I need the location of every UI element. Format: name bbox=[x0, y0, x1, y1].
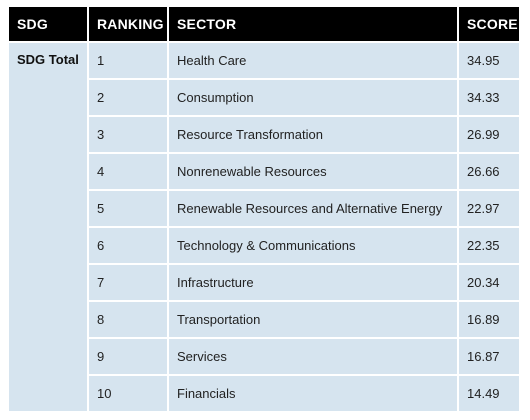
score-cell: 20.34 bbox=[458, 264, 519, 302]
score-cell: 16.89 bbox=[458, 301, 519, 339]
sdg-group-cell: SDG Total bbox=[9, 42, 89, 413]
ranking-cell: 9 bbox=[88, 338, 169, 376]
table-row: 9 Services 16.87 bbox=[9, 338, 519, 376]
ranking-cell: 5 bbox=[88, 190, 169, 228]
score-cell: 16.87 bbox=[458, 338, 519, 376]
ranking-cell: 10 bbox=[88, 375, 169, 413]
sector-cell: Nonrenewable Resources bbox=[168, 153, 459, 191]
score-cell: 34.95 bbox=[458, 42, 519, 80]
sector-cell: Resource Transformation bbox=[168, 116, 459, 154]
sector-cell: Consumption bbox=[168, 79, 459, 117]
header-row: SDG RANKING SECTOR SCORE bbox=[9, 7, 519, 43]
table-row: SDG Total 1 Health Care 34.95 bbox=[9, 42, 519, 413]
sector-cell: Transportation bbox=[168, 301, 459, 339]
table-body: SDG Total 1 Health Care 34.95 2 Consumpt… bbox=[9, 42, 519, 413]
sector-cell: Infrastructure bbox=[168, 264, 459, 302]
score-cell: 22.35 bbox=[458, 227, 519, 265]
sector-ranking-table-container: SDG RANKING SECTOR SCORE SDG Total 1 Hea… bbox=[9, 7, 519, 413]
ranking-cell: 4 bbox=[88, 153, 169, 191]
sector-cell: Technology & Communications bbox=[168, 227, 459, 265]
table-header: SDG RANKING SECTOR SCORE bbox=[9, 7, 519, 43]
table-row: 2 Consumption 34.33 bbox=[9, 79, 519, 117]
table-row: 6 Technology & Communications 22.35 bbox=[9, 227, 519, 265]
ranking-cell: 2 bbox=[88, 79, 169, 117]
table-row: 8 Transportation 16.89 bbox=[9, 301, 519, 339]
header-score: SCORE bbox=[458, 7, 519, 43]
table-row: 4 Nonrenewable Resources 26.66 bbox=[9, 153, 519, 191]
header-sector: SECTOR bbox=[168, 7, 459, 43]
header-sdg: SDG bbox=[9, 7, 89, 43]
score-cell: 34.33 bbox=[458, 79, 519, 117]
sector-cell: Renewable Resources and Alternative Ener… bbox=[168, 190, 459, 228]
ranking-cell: 1 bbox=[88, 42, 169, 80]
ranking-cell: 8 bbox=[88, 301, 169, 339]
table-row: 10 Financials 14.49 bbox=[9, 375, 519, 413]
score-cell: 26.66 bbox=[458, 153, 519, 191]
score-cell: 14.49 bbox=[458, 375, 519, 413]
ranking-cell: 7 bbox=[88, 264, 169, 302]
table-row: 3 Resource Transformation 26.99 bbox=[9, 116, 519, 154]
sector-ranking-table: SDG RANKING SECTOR SCORE SDG Total 1 Hea… bbox=[9, 7, 519, 413]
ranking-cell: 3 bbox=[88, 116, 169, 154]
sector-cell: Services bbox=[168, 338, 459, 376]
table-row: 7 Infrastructure 20.34 bbox=[9, 264, 519, 302]
header-ranking: RANKING bbox=[88, 7, 169, 43]
table-row: 5 Renewable Resources and Alternative En… bbox=[9, 190, 519, 228]
ranking-cell: 6 bbox=[88, 227, 169, 265]
sector-cell: Health Care bbox=[168, 42, 459, 80]
score-cell: 22.97 bbox=[458, 190, 519, 228]
sector-cell: Financials bbox=[168, 375, 459, 413]
score-cell: 26.99 bbox=[458, 116, 519, 154]
